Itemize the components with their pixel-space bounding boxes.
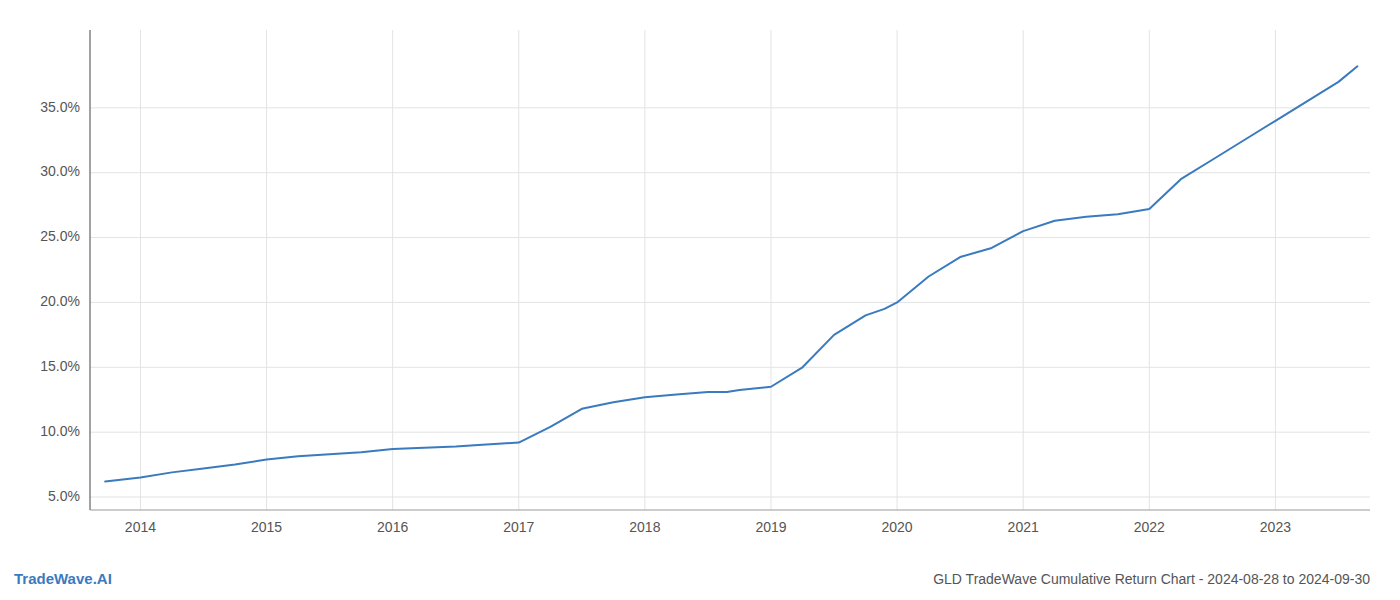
plot-area [105,66,1357,481]
x-tick-label: 2015 [251,519,282,535]
title: GLD TradeWave Cumulative Return Chart - … [933,571,1370,587]
axes: 2014 2015 2016 2017 2018 2019 2020 2021 2022 2023… [40,30,1370,535]
y-axis-line [90,30,91,510]
x-grid-line [518,30,519,510]
x-grid-line [644,30,645,510]
x-tick-label: 2014 [125,519,156,535]
x-tick-label: 2020 [882,519,913,535]
x-tick-label: 2017 [503,519,534,535]
x-tick-label: 2022 [1134,519,1165,535]
x-tick-label: 2016 [377,519,408,535]
y-tick-label: 20.0% [40,293,80,309]
chart: 2014 2015 2016 2017 2018 2019 2020 2021 2022 2023… [0,0,1400,600]
y-tick-label: 35.0% [40,99,80,115]
y-grid-line [90,172,1370,173]
x-tick-label: 2021 [1008,519,1039,535]
x-grid-line [897,30,898,510]
x-grid-line [1023,30,1024,510]
line [105,66,1357,481]
background [0,0,1400,600]
y-grid-line [90,237,1370,238]
y-tick-label: 30.0% [40,163,80,179]
y-tick-label: 5.0% [48,488,80,504]
x-grid-line [266,30,267,510]
y-grid-line [90,367,1370,368]
y-grid-line [90,432,1370,433]
x-grid-line [1149,30,1150,510]
x-grid-line [140,30,141,510]
y-grid-line [90,302,1370,303]
x-grid-line [770,30,771,510]
x-axis-line [90,510,1370,511]
x-tick-label: 2023 [1260,519,1291,535]
x-tick-label: 2019 [755,519,786,535]
y-grid-line [90,497,1370,498]
x-tick-label: 2018 [629,519,660,535]
grid [90,30,1370,510]
x-grid-line [392,30,393,510]
y-tick-label: 10.0% [40,423,80,439]
y-tick-label: 25.0% [40,228,80,244]
y-grid-line [90,107,1370,108]
y-tick-label: 15.0% [40,358,80,374]
x-grid-line [1275,30,1276,510]
watermark: TradeWave.AI [14,570,112,587]
